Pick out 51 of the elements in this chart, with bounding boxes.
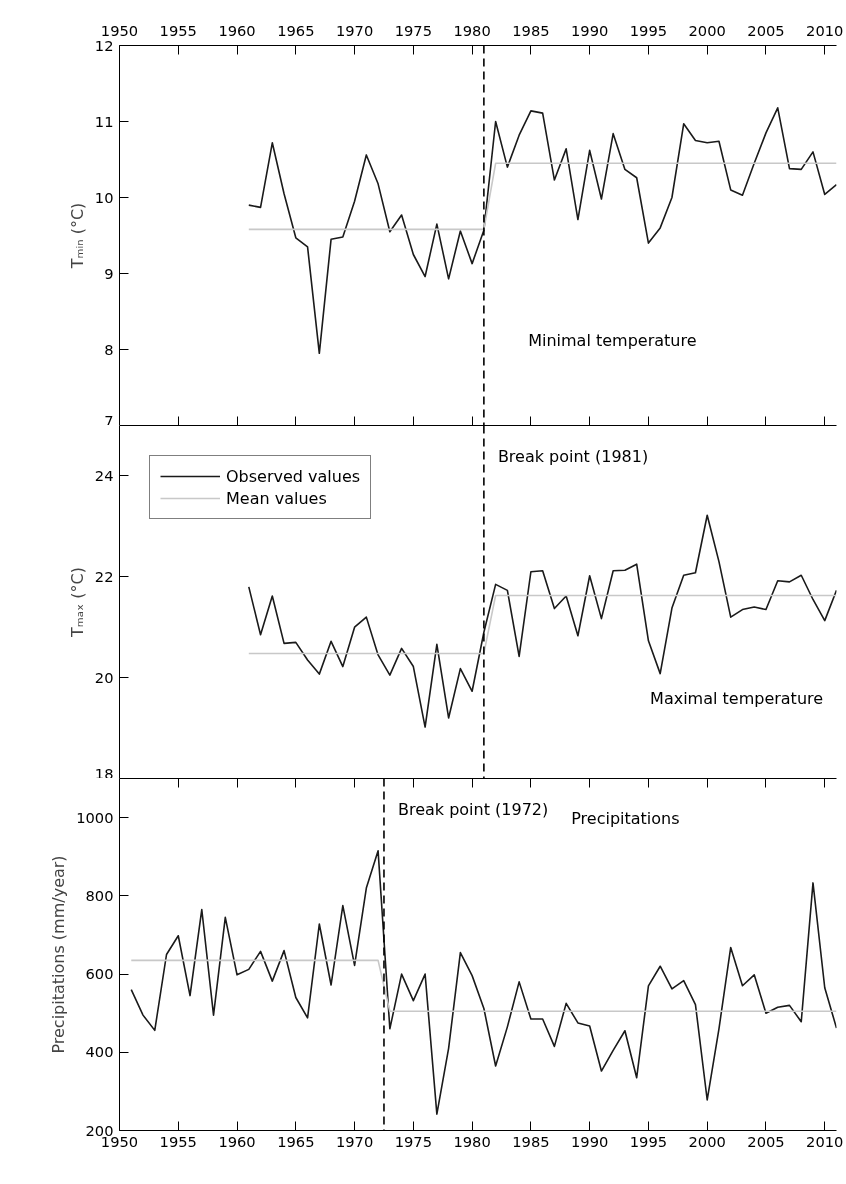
x-tick-label: 1985 (512, 1132, 550, 1150)
x-tick-label: 1975 (394, 1132, 433, 1150)
x2-tick-label: 1990 (571, 21, 609, 39)
x2-tick-label: 1995 (629, 21, 668, 39)
y-tick-label: 7 (104, 411, 114, 429)
y-tick-label: 11 (94, 112, 114, 130)
x2-tick-label: 1955 (159, 21, 197, 39)
y-tick-label: 8 (104, 340, 114, 358)
x2-tick-label: 1960 (218, 21, 256, 39)
x2-tick-label: 1985 (512, 21, 550, 39)
y-tick-label: 10 (94, 188, 114, 206)
y-axis-title: Tₘᵢₙ (°C) (67, 202, 87, 270)
x2-tick-label: 1975 (394, 21, 433, 39)
y-axis-title: Precipitations (mm/year) (49, 855, 69, 1054)
x-tick-label: 1980 (453, 1132, 491, 1150)
x2-tick-label: 2010 (806, 21, 844, 39)
x2-tick-label: 1970 (335, 21, 374, 39)
x2-tick-label: 1950 (100, 21, 139, 39)
y-tick-label: 12 (94, 36, 114, 54)
x-tick-label: 1990 (571, 1132, 609, 1150)
x-tick-label: 1970 (335, 1132, 374, 1150)
x-tick-label: 2000 (688, 1132, 726, 1150)
x-tick-label: 1960 (218, 1132, 256, 1150)
x2-tick-label: 1980 (453, 21, 491, 39)
y-axis-title: Tₘₐₓ (°C) (67, 567, 87, 638)
y-tick-label: 22 (94, 567, 114, 585)
y-tick-label: 600 (85, 965, 114, 983)
line-series (248, 107, 837, 355)
x-tick-label: 1955 (159, 1132, 197, 1150)
y-tick-label: 800 (85, 886, 114, 904)
annotation: Minimal temperature (528, 330, 697, 350)
y-tick-label: 18 (94, 764, 114, 782)
ref-line-label: Break point (1972) (397, 799, 549, 819)
x-tick-label: 1995 (629, 1132, 668, 1150)
y-tick-label: 20 (94, 668, 114, 686)
y-tick-label: 400 (85, 1043, 114, 1061)
y-tick-label: 9 (104, 264, 114, 282)
x2-tick-label: 2000 (688, 21, 726, 39)
legend-label: Observed values (226, 466, 361, 486)
x2-tick-label: 1965 (277, 21, 315, 39)
y-tick-label: 24 (94, 466, 114, 484)
ref-line-label: Break point (1981) (497, 446, 649, 466)
x-tick-label: 2010 (806, 1132, 844, 1150)
legend-label: Mean values (226, 488, 327, 508)
x-tick-label: 1965 (277, 1132, 315, 1150)
annotation: Precipitations (571, 808, 680, 828)
x-tick-label: 2005 (747, 1132, 785, 1150)
x2-tick-label: 2005 (747, 21, 785, 39)
line-series (130, 850, 837, 1115)
y-tick-label: 1000 (76, 808, 114, 826)
annotation: Maximal temperature (650, 688, 824, 708)
